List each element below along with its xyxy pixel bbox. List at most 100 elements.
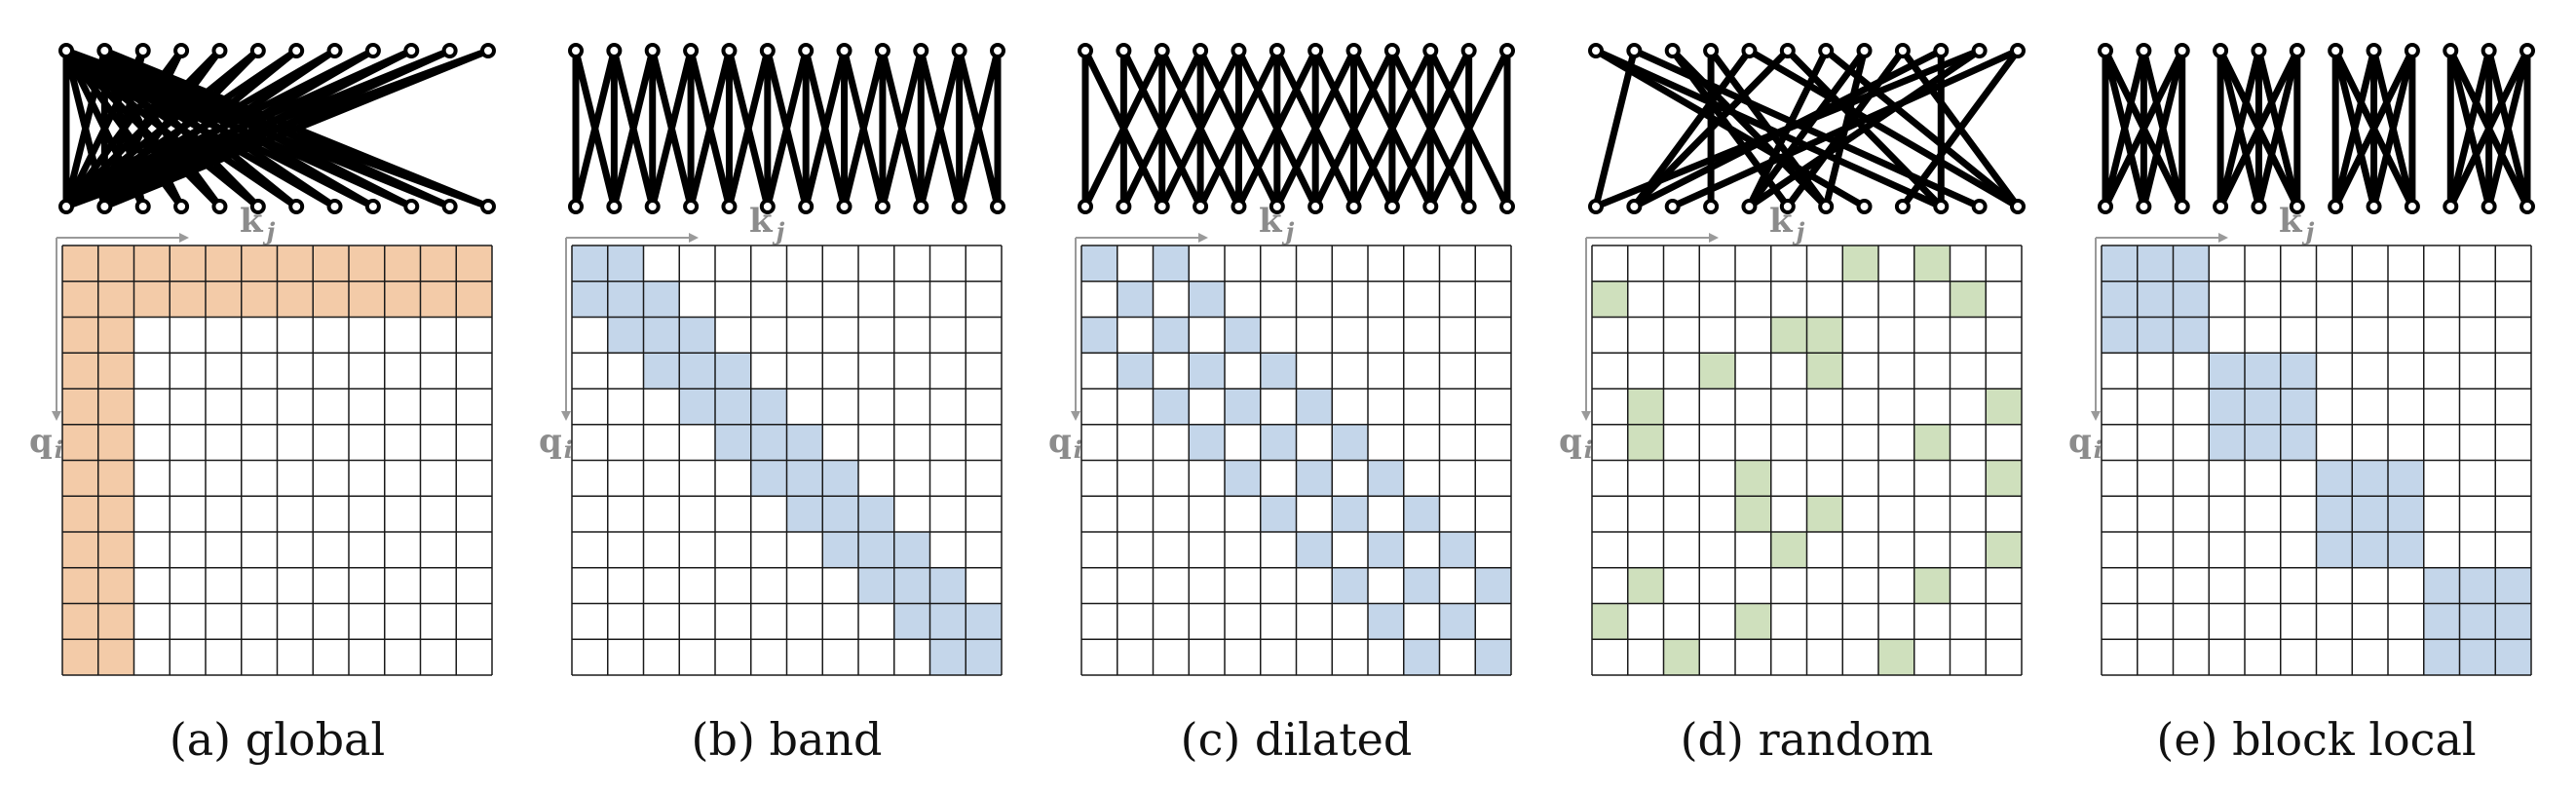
key-axis-arrowhead [2218,233,2228,243]
graph-edge [917,47,964,210]
active-cell [1403,496,1440,532]
graph-edge [1081,47,1166,210]
panel-caption: (b) band [692,713,883,766]
active-cell [1189,424,1225,461]
graph-node-top [2366,43,2382,58]
graph-node-bottom [58,199,74,214]
active-cell [1332,567,1368,604]
active-cell [2316,496,2353,532]
active-cell [2173,281,2210,318]
panel-band: k j qi (b) band [539,43,1005,766]
active-cell [1592,281,1628,318]
active-cell [97,317,134,354]
graph-node-bottom [644,199,661,214]
graph-node-bottom [2328,199,2344,214]
panel-caption: (c) dilated [1181,713,1413,766]
active-cell [750,389,787,425]
active-cell [643,353,680,389]
graph-node-bottom [1383,199,1400,214]
graph-node-bottom [441,199,458,214]
graph-edge [1592,47,1638,210]
active-cell [2102,317,2138,354]
graph-node-bottom [1588,199,1604,214]
active-cell [893,532,930,568]
graph-node-bottom [1116,199,1132,214]
graph-edge [100,47,492,210]
active-cell [1153,245,1190,282]
panel-dilated-axes: k j qi [1048,202,1295,464]
panel-band-axes: k j qi [539,202,785,464]
graph-node-bottom [134,199,151,214]
key-axis-arrowhead [1709,233,1719,243]
active-cell [679,389,715,425]
graph-edge [1234,47,1319,210]
active-cell [2352,496,2388,532]
active-cell [679,317,715,354]
active-cell [1439,532,1476,568]
active-cell [349,245,385,282]
active-cell [1986,460,2022,497]
panel-random: k j qi (d) random [1559,43,2026,766]
active-cell [97,245,134,282]
active-cell [277,245,314,282]
panel-global-grid [61,245,493,676]
active-cell [2209,389,2245,425]
graph-node-top [1460,43,1477,58]
graph-edge [1592,47,1984,210]
graph-node-bottom [1856,199,1873,214]
active-cell [750,460,787,497]
active-cell [1403,639,1440,675]
active-cell [1475,567,1511,604]
active-cell [2388,460,2424,497]
graph-node-top [249,43,266,58]
active-cell [2388,496,2424,532]
graph-node-top [1894,43,1911,58]
active-cell [97,353,134,389]
graph-node-top [1154,43,1170,58]
graph-node-bottom [2404,199,2420,214]
graph-node-bottom [2136,199,2152,214]
graph-node-top [441,43,458,58]
active-cell [2173,245,2210,282]
active-cell [1842,245,1878,282]
query-axis-label: qi [2068,422,2102,464]
panel-block_local-grid [2101,245,2532,676]
active-cell [2102,281,2138,318]
active-cell [715,389,751,425]
graph-node-bottom [1933,199,1950,214]
active-cell [277,281,314,318]
graph-node-top [951,43,967,58]
active-cell [1332,496,1368,532]
active-cell [1627,424,1664,461]
active-cell [1699,353,1735,389]
active-cell [1260,496,1297,532]
active-cell [1735,496,1771,532]
panel-caption: (d) random [1681,713,1934,766]
graph-node-bottom [2251,199,2267,214]
panel-caption: (a) global [170,713,385,766]
active-cell [1806,353,1843,389]
active-cell [1260,424,1297,461]
graph-node-top [913,43,929,58]
query-axis-arrowhead [1581,411,1591,421]
active-cell [607,245,644,282]
graph-edge [687,47,733,210]
active-cell [1735,603,1771,640]
key-axis-arrowhead [179,233,189,243]
active-cell [133,245,170,282]
graph-edge [879,47,925,210]
active-cell [822,460,858,497]
query-axis-arrowhead [561,411,571,421]
active-cell [607,317,644,354]
panel-band-graph [568,43,1005,214]
graph-edge [62,47,108,210]
active-cell [786,460,823,497]
graph-node-top [211,43,228,58]
graph-edge [1899,47,2022,210]
graph-node-top [1307,43,1324,58]
active-cell [1403,567,1440,604]
graph-node-top [2213,43,2229,58]
